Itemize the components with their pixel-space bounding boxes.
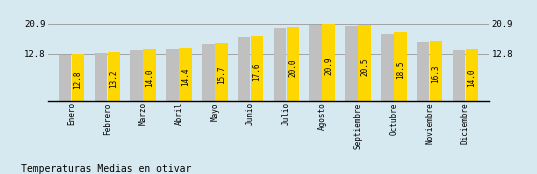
Bar xyxy=(309,25,322,101)
Bar xyxy=(202,44,215,101)
Text: 14.0: 14.0 xyxy=(467,68,476,87)
Bar xyxy=(143,49,156,101)
Bar xyxy=(466,49,478,101)
Bar xyxy=(166,49,179,101)
Bar xyxy=(417,42,430,101)
Bar xyxy=(453,50,465,101)
Bar xyxy=(107,52,120,101)
Bar xyxy=(345,26,358,101)
Bar xyxy=(59,55,71,101)
Bar xyxy=(274,28,286,101)
Text: 12.8: 12.8 xyxy=(74,70,83,89)
Text: 17.6: 17.6 xyxy=(252,62,262,81)
Text: 20.5: 20.5 xyxy=(360,58,369,76)
Bar xyxy=(130,50,143,101)
Text: 13.2: 13.2 xyxy=(110,70,118,88)
Text: 14.4: 14.4 xyxy=(181,68,190,86)
Bar xyxy=(358,25,371,101)
Text: 16.3: 16.3 xyxy=(432,65,440,83)
Text: 15.7: 15.7 xyxy=(217,66,226,84)
Bar xyxy=(381,34,394,101)
Bar xyxy=(394,32,407,101)
Bar xyxy=(72,54,84,101)
Text: 20.9: 20.9 xyxy=(324,57,333,75)
Bar xyxy=(179,48,192,101)
Bar xyxy=(287,27,299,101)
Bar xyxy=(95,53,107,101)
Text: 14.0: 14.0 xyxy=(145,68,154,87)
Text: Temperaturas Medias en otivar: Temperaturas Medias en otivar xyxy=(21,164,192,174)
Bar xyxy=(251,36,263,101)
Text: 20.0: 20.0 xyxy=(288,58,297,77)
Bar xyxy=(430,41,442,101)
Text: 18.5: 18.5 xyxy=(396,61,405,79)
Bar xyxy=(322,23,335,101)
Bar xyxy=(238,37,250,101)
Bar xyxy=(215,43,228,101)
